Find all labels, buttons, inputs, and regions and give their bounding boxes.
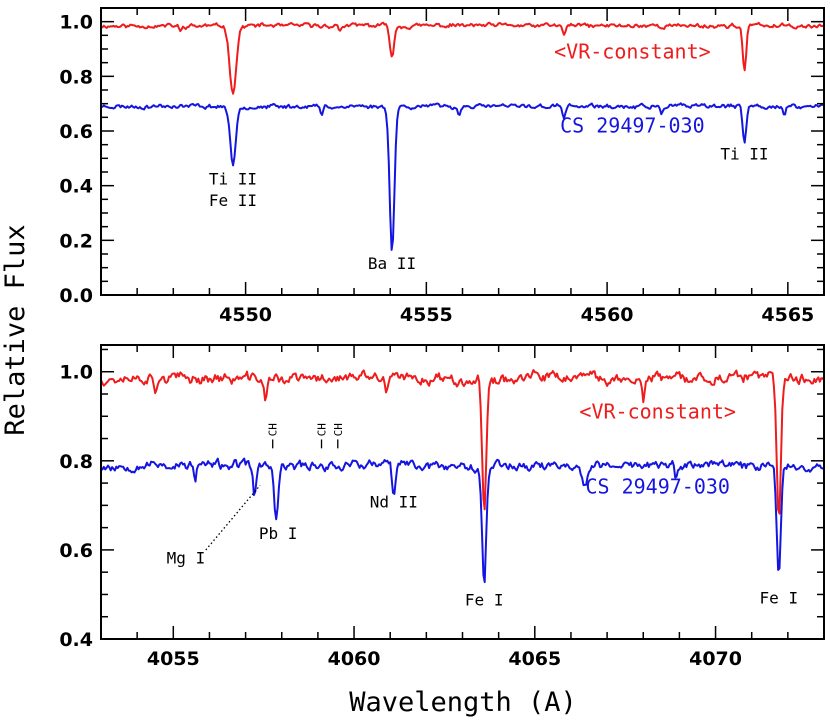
- y-tick-label: 0.8: [59, 66, 93, 88]
- ch-marker-label: CH: [316, 423, 329, 436]
- x-tick-label: 4060: [328, 648, 381, 670]
- y-tick-label: 0.4: [59, 629, 93, 651]
- spectrum-line-cs-29497-030: [101, 102, 824, 251]
- y-tick-label: 0.6: [59, 121, 93, 143]
- x-axis-title: Wavelength (A): [349, 687, 577, 718]
- x-tick-label: 4065: [508, 648, 561, 670]
- y-tick-label: 0.2: [59, 230, 93, 252]
- x-tick-label: 4555: [400, 304, 453, 326]
- x-tick-label: 4560: [581, 304, 634, 326]
- y-tick-label: 0.6: [59, 540, 93, 562]
- line-id-label: Nd II: [370, 493, 418, 512]
- line-id-label: Fe II: [209, 191, 257, 210]
- y-tick-label: 0.0: [59, 285, 93, 307]
- spectrum-line-cs-29497-030: [101, 457, 824, 584]
- y-tick-label: 1.0: [59, 12, 93, 34]
- x-tick-label: 4055: [147, 648, 200, 670]
- line-id-label: Ti II: [209, 169, 257, 188]
- top-panel: 4550 4555 4560 4565 0.0 0.2 0.4 0.6 0.8 1.0 Ti II F…: [59, 7, 825, 326]
- series-label: CS 29497-030: [560, 113, 705, 137]
- line-id-label: Mg I: [167, 548, 206, 567]
- axes-frame: [100, 7, 825, 296]
- ch-marker-label: CH: [267, 423, 280, 436]
- x-tick-label: 4070: [689, 648, 742, 670]
- line-id-label: Ti II: [720, 145, 768, 164]
- spectrum-line-vr-constant: [101, 21, 824, 95]
- y-tick-label: 0.4: [59, 176, 93, 198]
- line-id-label: Pb I: [259, 524, 298, 543]
- line-id-label: Ba II: [368, 254, 416, 273]
- x-tick-label: 4565: [761, 304, 814, 326]
- bottom-panel: 4055 4060 4065 4070 0.4 0.6 0.8 1.0 Pb I Mg I Nd I…: [59, 344, 825, 670]
- series-label: CS 29497-030: [585, 474, 730, 498]
- spectrum-line-vr-constant: [101, 369, 824, 515]
- series-label: <VR-constant>: [579, 400, 736, 424]
- line-id-label: Fe I: [760, 588, 799, 607]
- mg-leader-line: [205, 484, 261, 551]
- y-tick-label: 1.0: [59, 362, 93, 384]
- ch-marker-label: CH: [332, 423, 345, 436]
- y-axis-title: Relative Flux: [0, 224, 31, 435]
- y-tick-label: 0.8: [59, 451, 93, 473]
- series-label: <VR-constant>: [554, 40, 711, 64]
- line-id-label: Fe I: [465, 591, 504, 610]
- x-tick-label: 4550: [219, 304, 272, 326]
